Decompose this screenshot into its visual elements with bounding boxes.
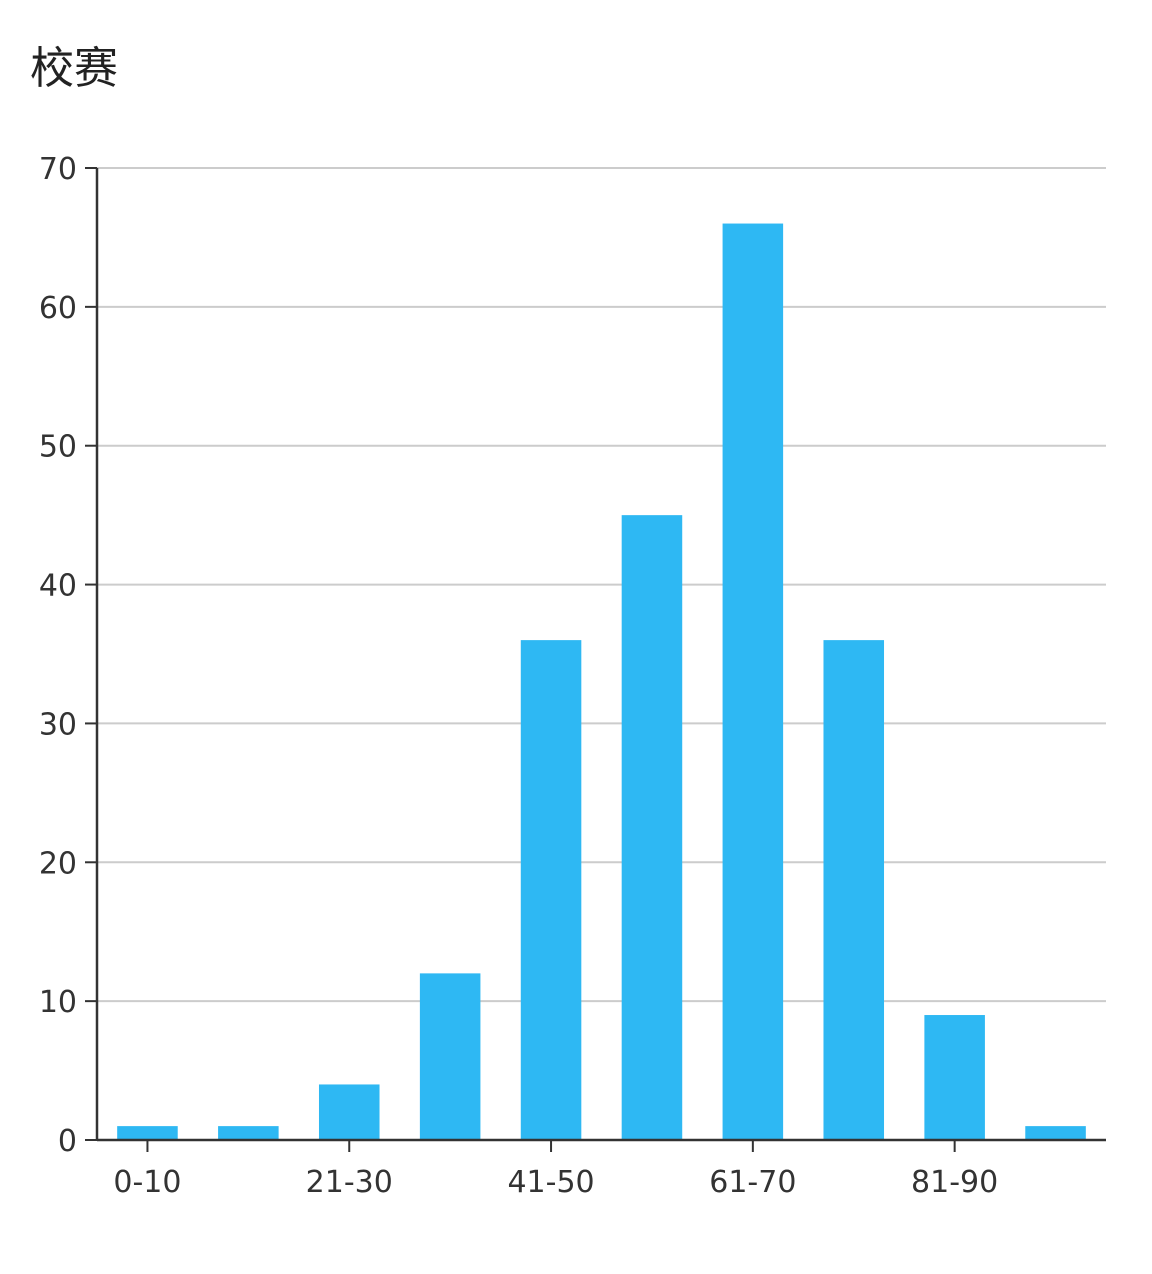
axes (85, 167, 1106, 1152)
y-tick-label: 70 (39, 152, 77, 187)
bar-71-80 (823, 640, 885, 1140)
y-tick-label: 0 (58, 1124, 77, 1159)
bar-81-90 (924, 1015, 985, 1140)
x-tick-label: 0-10 (113, 1165, 181, 1200)
gridlines (97, 167, 1106, 1003)
bar-51-60 (621, 515, 683, 1140)
y-tick-label: 60 (39, 291, 77, 326)
x-tick-labels: 0-10 21-30 41-50 61-70 81-90 (113, 1165, 998, 1200)
x-tick-label: 41-50 (507, 1165, 594, 1200)
bar-61-70 (722, 223, 784, 1141)
bar-31-40 (419, 973, 481, 1140)
y-tick-label: 40 (39, 569, 77, 604)
bar-21-30 (318, 1084, 380, 1140)
x-tick-label: 81-90 (911, 1165, 998, 1200)
y-tick-labels: 0 10 20 30 40 50 60 70 (39, 152, 77, 1159)
bar-41-50 (520, 640, 582, 1140)
y-tick-label: 10 (39, 985, 77, 1020)
y-tick-label: 20 (39, 846, 77, 881)
bar-91-100 (1025, 1126, 1086, 1140)
bar-11-20 (218, 1126, 279, 1140)
y-tick-label: 30 (39, 707, 77, 742)
x-tick-label: 61-70 (709, 1165, 796, 1200)
y-tick-label: 50 (39, 430, 77, 465)
bar-0-10 (117, 1126, 178, 1140)
bars (117, 223, 1086, 1141)
chart-title: 校赛 (30, 43, 118, 94)
x-tick-label: 21-30 (306, 1165, 393, 1200)
